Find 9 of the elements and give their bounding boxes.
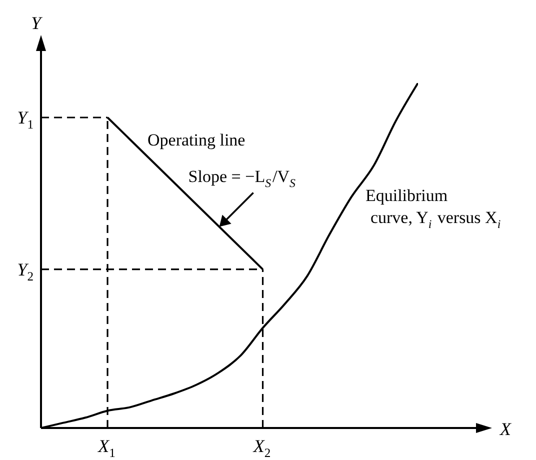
- series-label: Operating line: [148, 130, 246, 150]
- ref-line-label: Y$_{1}$: [17, 108, 34, 132]
- annotation: Slope = −L$_{S}$/V$_{S}$: [188, 166, 296, 190]
- x-axis-title: X: [499, 419, 512, 439]
- series-label: Equilibrium curve, Y$_{i}$ versus X$_{i}$: [365, 186, 501, 231]
- ref-line-label: Y$_{2}$: [17, 259, 34, 284]
- y-axis-title: Y: [31, 13, 43, 33]
- x-tick-label: X$_{2}$: [252, 436, 271, 460]
- x-tick-label: X$_{1}$: [97, 436, 116, 460]
